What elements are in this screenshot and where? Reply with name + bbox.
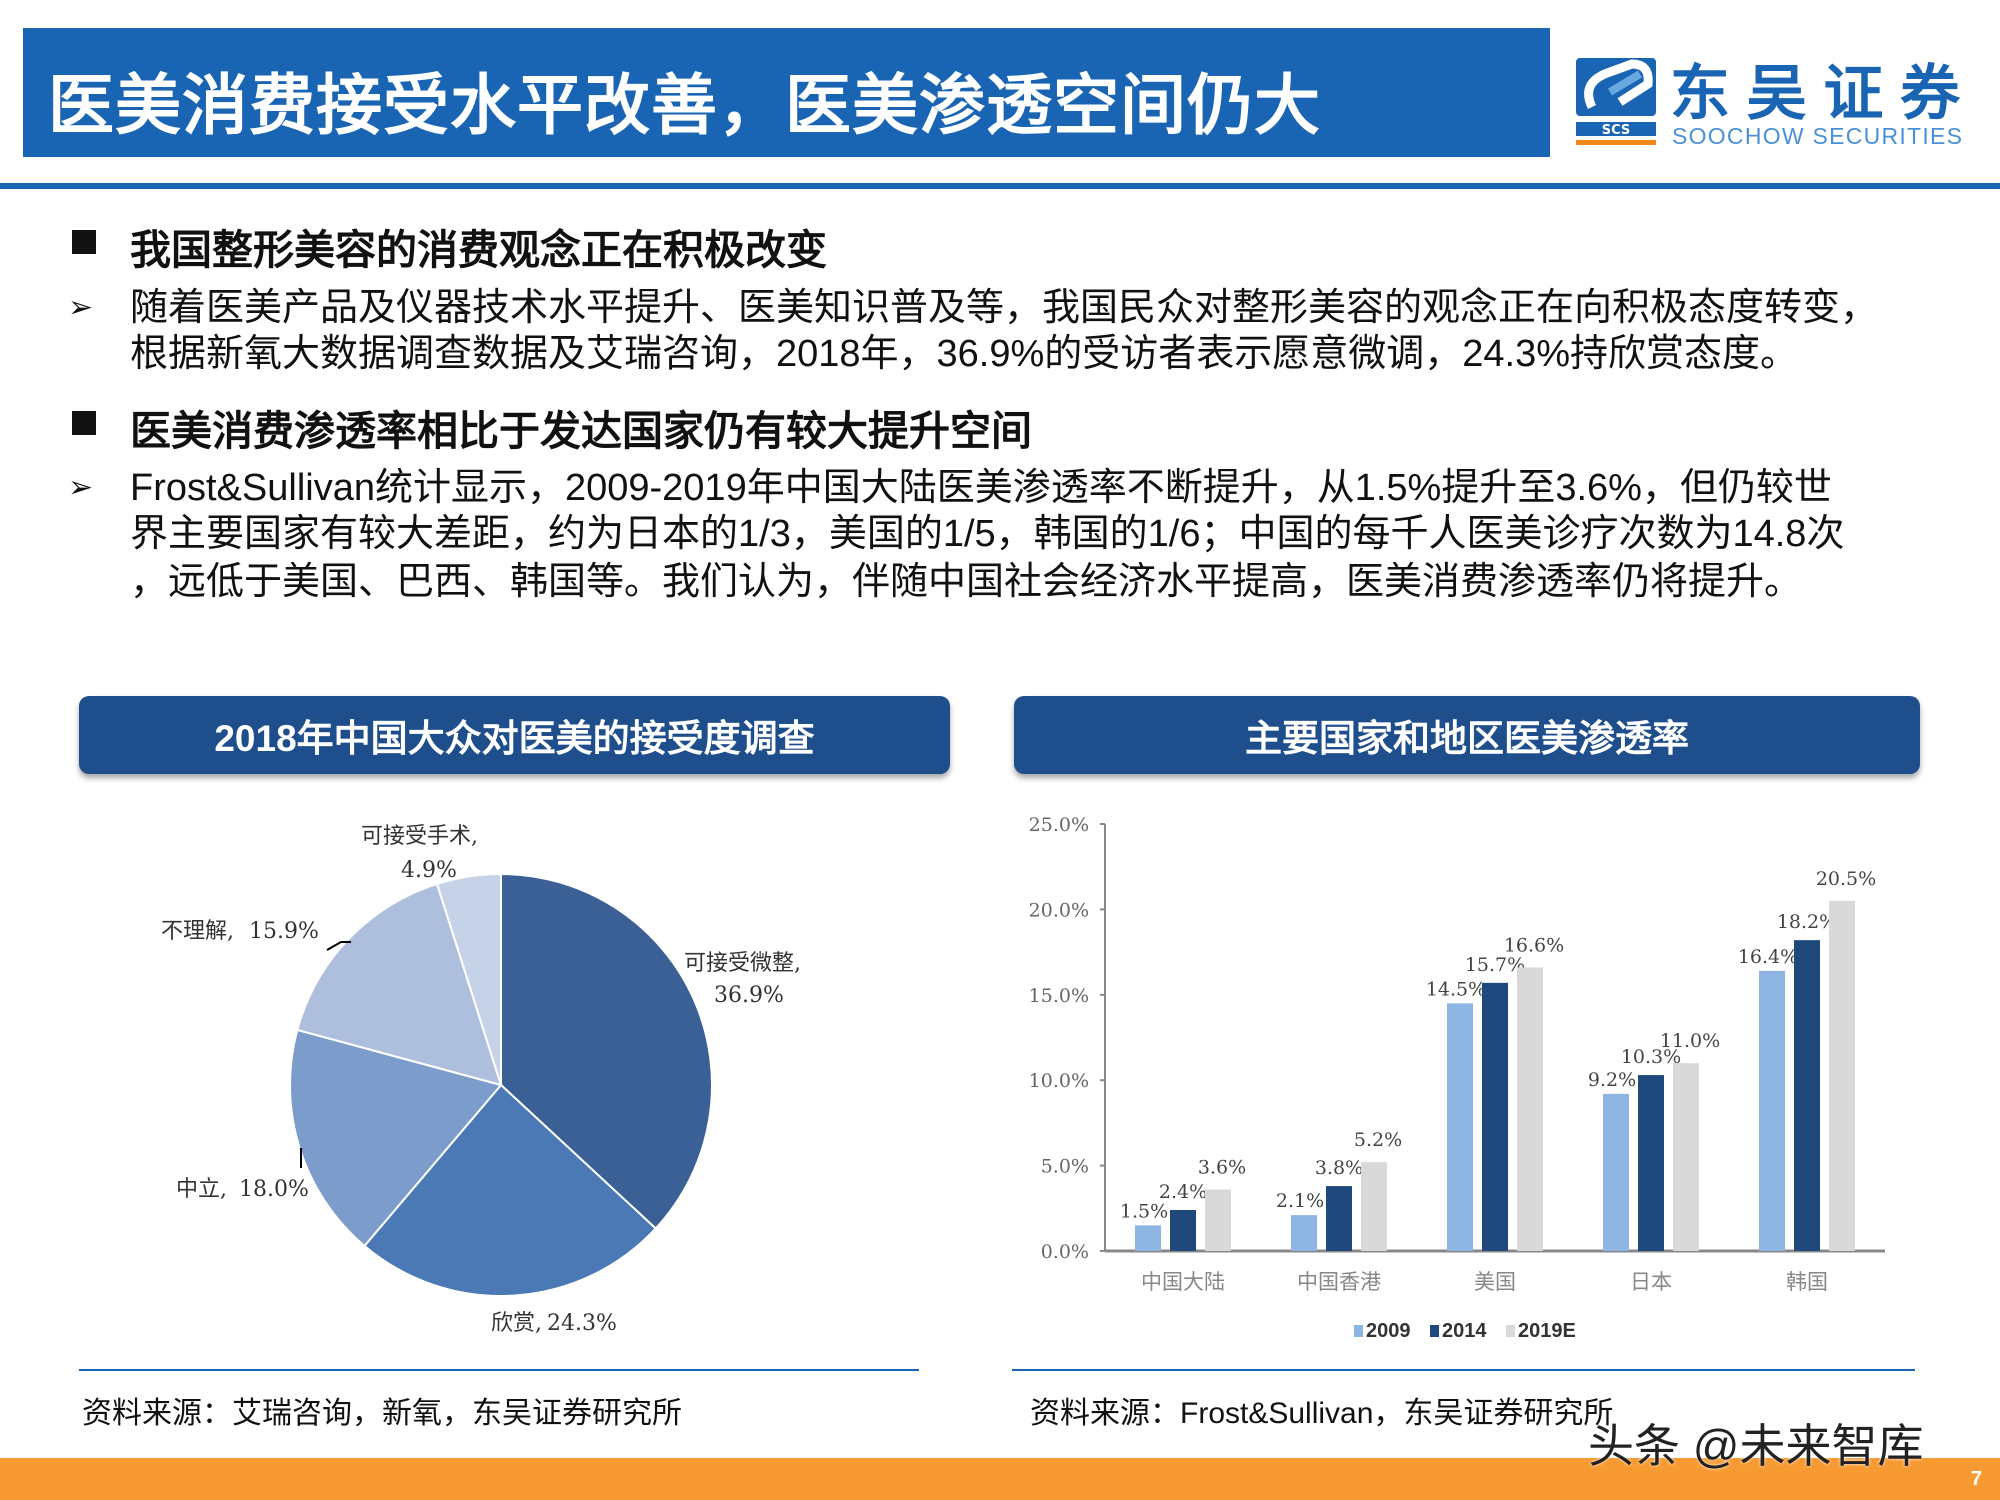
pie-slice: [289, 1028, 503, 1248]
paragraph-line: Frost&Sullivan统计显示，2009-2019年中国大陆医美渗透率不断…: [130, 467, 1832, 509]
paragraph-line: 界主要国家有较大差距，约为日本的1/3，美国的1/5，韩国的1/6；中国的每千人…: [130, 513, 1845, 555]
y-tick-label: 25.0%: [1029, 814, 1089, 836]
bar-value-label: 2.1%: [1276, 1190, 1324, 1212]
bar-value-label: 16.6%: [1504, 934, 1564, 956]
pie-slice: [435, 872, 502, 1086]
bar: [1361, 1162, 1387, 1251]
bar: [1205, 1189, 1231, 1251]
bar-value-label: 11.0%: [1660, 1030, 1720, 1052]
page-title: 医美消费接受水平改善，医美渗透空间仍大: [48, 68, 1321, 142]
footer-bar: [0, 1458, 2000, 1500]
bar-value-label: 20.5%: [1816, 868, 1876, 890]
soochow-logo: SCS 东吴证券 SOOCHOW SECURITIES: [1570, 52, 1970, 152]
pie-value-label: 36.9%: [714, 983, 784, 1008]
arrow-bullet-icon: ➢: [68, 291, 94, 324]
x-category-label: 中国大陆: [1141, 1270, 1225, 1294]
pie-value-label: 24.3%: [547, 1311, 617, 1336]
bar-value-label: 9.2%: [1588, 1069, 1636, 1091]
logo-english-name: SOOCHOW SECURITIES: [1672, 123, 1962, 149]
bar: [1603, 1093, 1629, 1251]
bar-value-label: 1.5%: [1120, 1200, 1168, 1222]
bar: [1829, 900, 1855, 1251]
bar: [1517, 967, 1543, 1251]
title-bar: [23, 28, 1550, 157]
pie-value-label: 4.9%: [401, 858, 457, 883]
watermark: 头条 @未来智库: [1588, 1420, 1924, 1472]
paragraph-line: 根据新氧大数据调查数据及艾瑞咨询，2018年，36.9%的受访者表示愿意微调，2…: [130, 333, 1799, 375]
header-divider: [0, 183, 2000, 189]
source-divider: [79, 1369, 919, 1371]
source-divider: [1012, 1369, 1915, 1371]
bar-value-label: 18.2%: [1777, 911, 1837, 933]
logo-mark-text: SCS: [1602, 123, 1631, 138]
logo-chinese-name: 东吴证券: [1670, 59, 1961, 129]
bar-value-label: 10.3%: [1621, 1046, 1681, 1068]
bar: [1447, 1003, 1473, 1251]
y-tick-label: 10.0%: [1029, 1070, 1089, 1092]
bar-value-label: 15.7%: [1465, 954, 1525, 976]
scs-logo-mark-icon: [1576, 58, 1656, 145]
x-category-label: 日本: [1630, 1270, 1672, 1294]
pie-slice: [296, 882, 503, 1087]
y-tick-label: 0.0%: [1041, 1241, 1089, 1263]
bar: [1135, 1225, 1161, 1251]
bar: [1326, 1186, 1352, 1251]
pie-slice: [500, 872, 713, 1230]
legend-label: 2009: [1366, 1320, 1411, 1342]
legend-swatch: [1430, 1325, 1439, 1337]
paragraph-line: 随着医美产品及仪器技术水平提升、医美知识普及等，我国民众对整形美容的观念正在向积…: [130, 287, 1879, 329]
bar-value-label: 3.6%: [1198, 1157, 1246, 1179]
bar-value-label: 5.2%: [1354, 1129, 1402, 1151]
y-tick-label: 15.0%: [1029, 985, 1089, 1007]
bar-value-label: 16.4%: [1738, 946, 1798, 968]
pie-label: 中立,: [176, 1177, 227, 1202]
pie-source-note: 资料来源：艾瑞咨询，新氧，东吴证券研究所: [82, 1397, 682, 1430]
page-number: 7: [1970, 1468, 1982, 1490]
bar-value-label: 2.4%: [1159, 1181, 1207, 1203]
section-heading: 我国整形美容的消费观念正在积极改变: [130, 227, 827, 273]
pie-label: 欣赏,: [491, 1311, 542, 1336]
bar: [1638, 1075, 1664, 1251]
x-category-label: 美国: [1474, 1270, 1516, 1294]
legend-swatch: [1506, 1325, 1515, 1337]
legend-swatch: [1354, 1325, 1363, 1337]
bar: [1673, 1063, 1699, 1251]
bar-value-label: 3.8%: [1315, 1157, 1363, 1179]
x-category-label: 中国香港: [1297, 1270, 1381, 1294]
bullet-square-icon: [72, 411, 96, 435]
bar: [1759, 970, 1785, 1251]
bar-value-label: 14.5%: [1426, 978, 1486, 1000]
legend-label: 2019E: [1518, 1320, 1576, 1342]
bullet-square-icon: [72, 230, 96, 254]
legend-label: 2014: [1442, 1320, 1487, 1342]
bar-source-note: 资料来源：Frost&Sullivan，东吴证券研究所: [1030, 1397, 1614, 1430]
pie-label: 可接受手术,: [361, 824, 478, 849]
x-category-label: 韩国: [1786, 1270, 1828, 1294]
pie-slice: [363, 1083, 658, 1297]
section-heading: 医美消费渗透率相比于发达国家仍有较大提升空间: [130, 408, 1032, 454]
pie-chart-title: 2018年中国大众对医美的接受度调查: [79, 696, 950, 774]
bar: [1170, 1210, 1196, 1251]
bar: [1482, 982, 1508, 1251]
pie-label: 可接受微整,: [684, 951, 801, 976]
pie-chart: 可接受微整, 36.9% 欣赏, 24.3% 中立, 18.0% 不理解, 15.9% 可接受手…: [161, 824, 801, 1336]
paragraph-line: ，远低于美国、巴西、韩国等。我们认为，伴随中国社会经济水平提高，医美消费渗透率仍…: [130, 561, 1803, 603]
arrow-bullet-icon: ➢: [68, 471, 94, 504]
bar-chart-title: 主要国家和地区医美渗透率: [1014, 696, 1920, 774]
bar: [1794, 940, 1820, 1251]
y-tick-label: 5.0%: [1041, 1156, 1089, 1178]
bar-chart: 0.0% 5.0% 10.0% 15.0% 20.0% 25.0% 1.5%2.4%3.6%…: [1029, 814, 1885, 1342]
bar: [1291, 1215, 1317, 1251]
pie-value-label: 18.0%: [239, 1177, 309, 1202]
pie-value-label: 15.9%: [249, 919, 319, 944]
leader-line: [326, 941, 351, 951]
y-tick-label: 20.0%: [1029, 899, 1089, 921]
pie-label: 不理解,: [161, 919, 234, 944]
